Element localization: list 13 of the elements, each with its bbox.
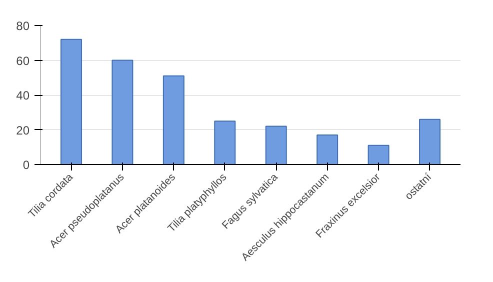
- y-tick-label: 0: [22, 158, 30, 172]
- bar: [162, 75, 184, 164]
- y-tick-label: 60: [16, 54, 30, 68]
- bar: [60, 38, 82, 164]
- y-tick-label: 40: [16, 88, 30, 102]
- bar: [214, 120, 236, 164]
- y-tick-label: 20: [16, 123, 30, 138]
- bar: [419, 118, 441, 164]
- bar: [265, 126, 287, 164]
- bar: [112, 60, 134, 164]
- bar: [368, 144, 390, 164]
- bar: [316, 134, 338, 164]
- y-tick-label: 80: [16, 19, 30, 33]
